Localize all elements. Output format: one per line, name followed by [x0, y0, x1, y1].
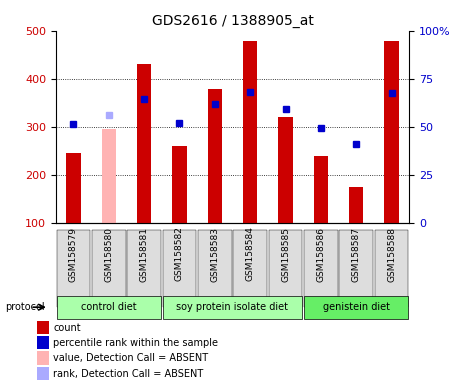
Bar [314, 157, 328, 223]
Bar [208, 89, 222, 223]
Text: GSM158583: GSM158583 [210, 227, 219, 281]
Text: percentile rank within the sample: percentile rank within the sample [53, 338, 219, 348]
Bar [279, 117, 292, 223]
Text: GSM158580: GSM158580 [104, 227, 113, 281]
Bar [243, 41, 257, 223]
Text: GSM158587: GSM158587 [352, 227, 361, 281]
Text: count: count [53, 323, 81, 333]
Text: GSM158586: GSM158586 [316, 227, 326, 281]
Text: GSM158588: GSM158588 [387, 227, 396, 281]
Bar [102, 129, 116, 223]
Text: GSM158579: GSM158579 [69, 227, 78, 281]
Title: GDS2616 / 1388905_at: GDS2616 / 1388905_at [152, 14, 313, 28]
Text: soy protein isolate diet: soy protein isolate diet [177, 302, 288, 312]
Text: GSM158582: GSM158582 [175, 227, 184, 281]
Bar [173, 146, 186, 223]
Text: GSM158584: GSM158584 [246, 227, 255, 281]
Bar [349, 187, 363, 223]
Text: rank, Detection Call = ABSENT: rank, Detection Call = ABSENT [53, 369, 204, 379]
Text: protocol: protocol [5, 302, 44, 312]
Text: genistein diet: genistein diet [323, 302, 390, 312]
Text: GSM158581: GSM158581 [140, 227, 149, 281]
Text: value, Detection Call = ABSENT: value, Detection Call = ABSENT [53, 353, 209, 363]
Text: GSM158585: GSM158585 [281, 227, 290, 281]
Bar [137, 65, 151, 223]
Text: control diet: control diet [81, 302, 137, 312]
Bar [385, 41, 399, 223]
Bar [66, 153, 80, 223]
